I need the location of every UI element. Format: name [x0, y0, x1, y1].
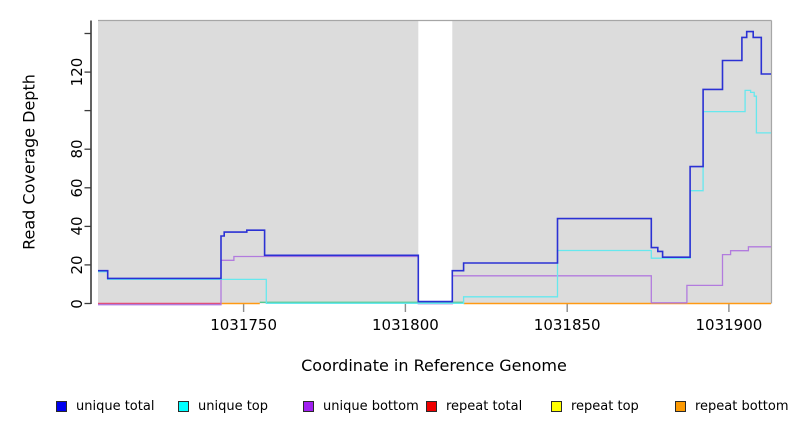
x-tick-label: 1031750	[210, 316, 277, 334]
x-tick-label: 1031900	[695, 316, 763, 334]
y-tick-label: 60	[68, 178, 86, 198]
y-tick-label: 0	[68, 298, 86, 309]
y-tick-label: 120	[68, 57, 86, 87]
y-axis-title: Read Coverage Depth	[19, 74, 39, 250]
coverage-gap-band	[418, 21, 453, 304]
y-tick-label: 40	[68, 216, 86, 236]
y-tick-label: 80	[68, 139, 86, 159]
series-line-unique-bottom	[98, 246, 771, 306]
x-tick-label: 1031800	[371, 316, 439, 334]
x-axis-title: Coordinate in Reference Genome	[301, 356, 567, 375]
y-tick-label: 20	[68, 255, 86, 275]
series-line-unique-total	[98, 30, 771, 303]
x-tick-label: 1031850	[533, 316, 601, 334]
